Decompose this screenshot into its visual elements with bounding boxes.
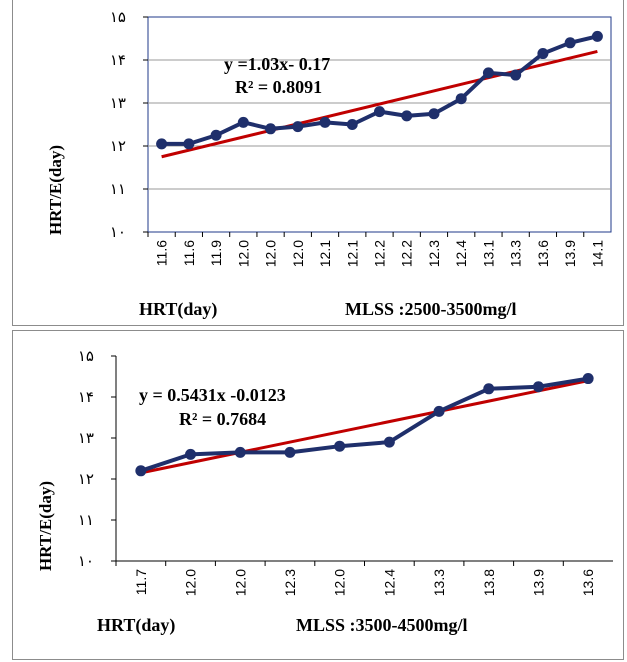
plot-area-1 xyxy=(147,16,612,233)
data-point xyxy=(135,465,147,477)
y-tick-label: ١١ xyxy=(78,511,94,529)
equation-1: y =1.03x- 0.17 xyxy=(224,54,330,74)
x-tick-label: 12.3 xyxy=(282,569,298,596)
x-axis-label-2: HRT(day) xyxy=(97,615,175,636)
data-point xyxy=(428,108,440,120)
data-point xyxy=(510,69,522,81)
series-points-1 xyxy=(156,30,603,150)
x-ticks-1: 11.6 11.6 11.9 12.0 12.0 12.0 12.1 12.1 12.2 12.2… xyxy=(147,232,605,267)
x-tick-label: 13.3 xyxy=(431,569,447,596)
x-tick-label: 13.6 xyxy=(580,569,596,596)
data-point xyxy=(234,446,246,458)
y-tick-label: ١٣ xyxy=(78,429,94,447)
x-tick-label: 12.3 xyxy=(426,240,442,267)
series-line-2 xyxy=(140,376,589,473)
x-axis-label-1: HRT(day) xyxy=(139,299,217,320)
y-tick-label: ١۴ xyxy=(110,51,126,69)
r-squared-1: R² = 0.8091 xyxy=(235,77,322,97)
data-point xyxy=(183,138,195,150)
y-axis-label-1: HRT/E(day) xyxy=(46,145,65,235)
data-point xyxy=(582,373,594,385)
x-tick-label: 11.9 xyxy=(208,240,224,266)
data-point xyxy=(564,37,576,49)
x-tick-label: 13.8 xyxy=(481,569,497,596)
data-point xyxy=(374,106,385,118)
x-tick-label: 12.0 xyxy=(183,569,199,596)
x-tick-label: 14.1 xyxy=(589,240,605,267)
x-tick-label: 12.1 xyxy=(317,240,333,267)
chart-panel-2: ١٠ ١١ ١٢ ١٣ ١۴ ١۵ 11.7 12.0 12.0 12.3 12.0 12.4 13.… xyxy=(12,330,624,660)
chart-panel-1: ١٠ ١١ ١٢ ١٣ ١۴ ١۵ 11.6 11.6 11.9 12.0 12.0 12.0 12.… xyxy=(12,0,624,326)
data-point xyxy=(455,93,467,105)
data-point xyxy=(265,123,277,135)
x-tick-label: 12.2 xyxy=(372,240,388,267)
x-tick-label: 12.0 xyxy=(232,569,248,596)
x-tick-label: 12.2 xyxy=(399,240,415,267)
x-tick-label: 13.9 xyxy=(562,240,578,267)
r-squared-2: R² = 0.7684 xyxy=(179,409,266,429)
x-tick-label: 13.1 xyxy=(480,240,496,267)
y-tick-label: ١٢ xyxy=(110,137,126,155)
x-tick-label: 13.6 xyxy=(535,240,551,267)
y-axis-label-2: HRT/E(day) xyxy=(36,481,55,571)
data-point xyxy=(433,405,445,417)
data-point xyxy=(383,436,395,448)
x-tick-label: 13.3 xyxy=(508,240,524,267)
x-tick-label: 11.6 xyxy=(181,240,197,266)
chart-2-svg: ١٠ ١١ ١٢ ١٣ ١۴ ١۵ 11.7 12.0 12.0 12.3 12.0 12.4 13.… xyxy=(36,347,613,636)
y-tick-label: ١٢ xyxy=(78,470,94,488)
data-point xyxy=(284,446,296,458)
data-point xyxy=(346,119,358,130)
series-line-1 xyxy=(161,34,598,146)
y-ticks-2: ١٠ ١١ ١٢ ١٣ ١۴ ١۵ xyxy=(78,347,116,570)
data-point xyxy=(591,30,603,42)
data-point xyxy=(237,116,249,128)
data-point xyxy=(401,110,413,122)
data-point xyxy=(156,138,168,150)
series-points-2 xyxy=(135,373,594,477)
x-tick-label: 12.4 xyxy=(381,569,397,596)
y-ticks-1: ١٠ ١١ ١٢ ١٣ ١۴ ١۵ xyxy=(110,8,148,241)
data-point xyxy=(319,116,331,128)
y-tick-label: ١۴ xyxy=(78,388,94,406)
x-tick-label: 12.0 xyxy=(332,569,348,596)
y-tick-label: ١٠ xyxy=(78,552,94,570)
x-tick-label: 11.6 xyxy=(154,240,170,266)
data-point xyxy=(483,383,495,395)
x-tick-label: 12.1 xyxy=(344,240,360,267)
gridlines-1 xyxy=(148,59,611,190)
caption-2: MLSS :3500-4500mg/l xyxy=(296,615,468,635)
x-tick-label: 12.0 xyxy=(290,240,306,267)
data-point xyxy=(537,48,549,60)
x-tick-label: 13.9 xyxy=(530,569,546,596)
y-tick-label: ١۵ xyxy=(110,8,126,26)
chart-1-svg: ١٠ ١١ ١٢ ١٣ ١۴ ١۵ 11.6 11.6 11.9 12.0 12.0 12.0 12.… xyxy=(46,8,612,320)
x-ticks-2: 11.7 12.0 12.0 12.3 12.0 12.4 13.3 13.8 13.9 13.6 xyxy=(115,561,596,596)
data-point xyxy=(532,381,544,393)
y-tick-label: ١١ xyxy=(110,180,126,198)
y-tick-label: ١٠ xyxy=(110,223,126,241)
equation-2: y = 0.5431x -0.0123 xyxy=(139,385,286,405)
x-tick-label: 12.0 xyxy=(263,240,279,267)
y-tick-label: ١٣ xyxy=(110,94,126,112)
data-point xyxy=(482,67,494,79)
trendline-2 xyxy=(140,379,589,475)
data-point xyxy=(210,129,222,141)
x-tick-label: 12.4 xyxy=(453,240,469,267)
caption-1: MLSS :2500-3500mg/l xyxy=(345,299,517,319)
data-point xyxy=(334,440,346,452)
x-tick-label: 12.0 xyxy=(235,240,251,267)
x-tick-label: 11.7 xyxy=(133,569,149,595)
y-tick-label: ١۵ xyxy=(78,347,94,365)
data-point xyxy=(185,448,197,460)
data-point xyxy=(292,121,304,133)
